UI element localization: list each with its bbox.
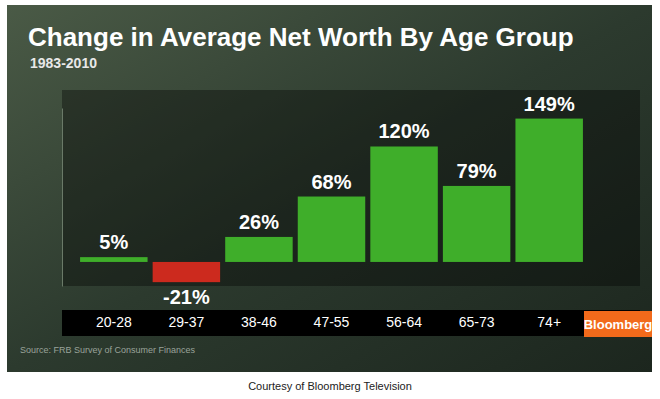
x-tick: 29-37 — [168, 314, 204, 330]
x-tick-label: 47-55 — [314, 314, 350, 330]
bar — [153, 262, 220, 282]
x-tick-label: 65-73 — [459, 314, 495, 330]
bar — [80, 257, 147, 262]
data-label: -21% — [163, 286, 210, 308]
caption: Courtesy of Bloomberg Television — [248, 380, 412, 392]
x-tick: 38-46 — [241, 314, 277, 330]
bar — [298, 197, 365, 262]
data-label: 68% — [311, 171, 351, 193]
x-tick-label: 20-28 — [96, 314, 132, 330]
chart: Change in Average Net Worth By Age Group… — [0, 0, 660, 399]
data-label: 5% — [99, 231, 128, 253]
bars — [80, 119, 583, 283]
x-tick: 20-28 — [96, 314, 132, 330]
x-tick-label: 56-64 — [386, 314, 422, 330]
x-tick-label: 74+ — [537, 314, 561, 330]
category-strip — [62, 310, 640, 336]
data-label: 149% — [524, 93, 575, 115]
x-axis: 20-28 29-37 38-46 47-55 56-64 65-73 74+ — [96, 314, 561, 330]
bar — [443, 186, 510, 262]
y-axis-line — [62, 109, 63, 287]
plot-area — [62, 90, 640, 286]
data-label: 120% — [378, 120, 429, 142]
y-axis — [62, 109, 63, 287]
x-tick: 47-55 — [314, 314, 350, 330]
bar — [370, 146, 437, 261]
title: Change in Average Net Worth By Age Group — [28, 22, 574, 52]
bar — [515, 119, 582, 262]
x-tick: 65-73 — [459, 314, 495, 330]
x-tick-label: 29-37 — [168, 314, 204, 330]
bar — [225, 237, 292, 262]
subtitle: 1983-2010 — [30, 55, 97, 71]
logo-text: Bloomberg — [584, 317, 653, 332]
background — [7, 5, 652, 372]
x-tick-label: 38-46 — [241, 314, 277, 330]
source: Source: FRB Survey of Consumer Finances — [20, 345, 196, 355]
data-labels: 5% -21% 26% 68% 120% 79% 149% — [99, 93, 575, 309]
data-label: 79% — [457, 160, 497, 182]
x-tick: 74+ — [537, 314, 561, 330]
logo-box — [584, 311, 652, 337]
x-tick: 56-64 — [386, 314, 422, 330]
data-label: 26% — [239, 211, 279, 233]
